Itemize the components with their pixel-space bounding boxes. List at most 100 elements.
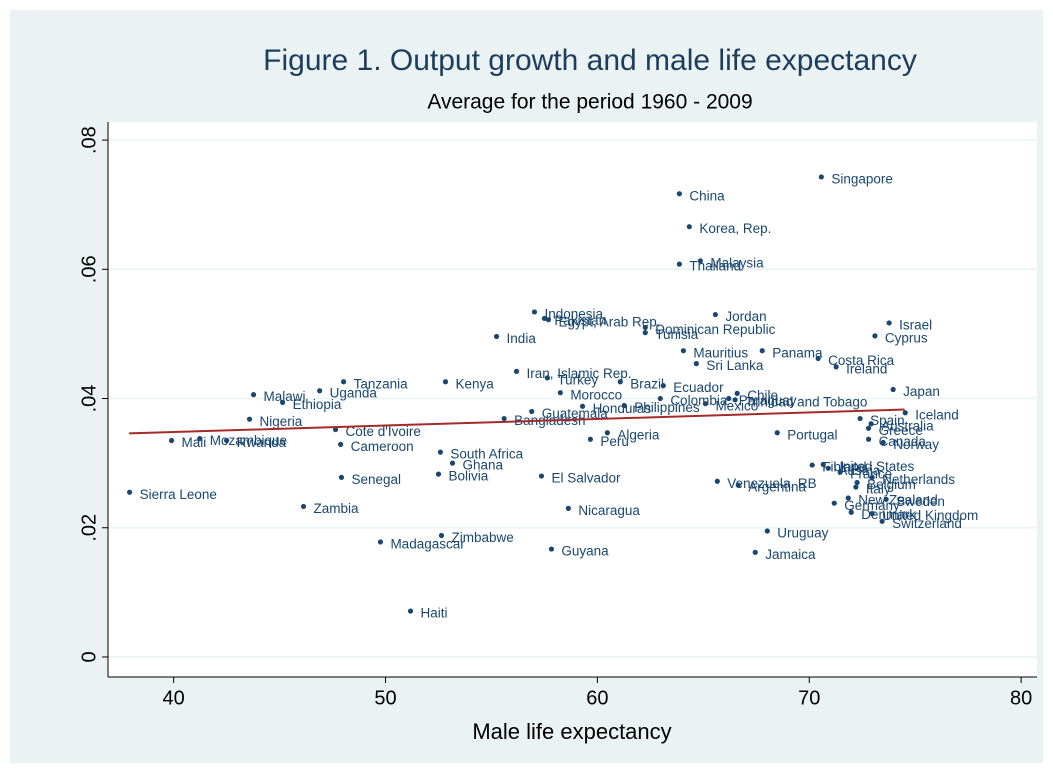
x-tick-label: 60	[586, 687, 608, 709]
point-label: Nicaragua	[578, 503, 640, 518]
point-label: Colombia	[670, 393, 728, 408]
chart-title: Figure 1. Output growth and male life ex…	[263, 44, 917, 77]
point	[726, 395, 732, 402]
point-label: Madagascar	[390, 537, 465, 552]
point	[854, 479, 860, 486]
point-label: Peru	[600, 434, 629, 449]
point	[557, 390, 563, 396]
point-label: Panama	[772, 345, 823, 360]
point	[702, 401, 709, 407]
point	[833, 364, 839, 370]
point-label: Indonesia	[544, 307, 603, 322]
point	[544, 375, 550, 381]
point	[435, 471, 442, 477]
point	[693, 361, 699, 367]
point	[437, 449, 444, 455]
point	[246, 416, 253, 422]
point	[831, 500, 837, 506]
point-label: Uganda	[330, 385, 378, 400]
point-label: Denmark	[861, 507, 916, 522]
point	[865, 436, 872, 442]
point	[548, 546, 555, 552]
y-tick-label: .04	[78, 385, 100, 413]
point	[224, 437, 230, 444]
point	[642, 324, 648, 331]
point-label: United Kingdom	[882, 508, 978, 523]
point	[531, 309, 538, 315]
point	[890, 386, 896, 393]
point-label: Kenya	[455, 376, 494, 391]
point-label: Mali	[182, 435, 207, 450]
point	[818, 174, 824, 180]
point	[676, 261, 682, 267]
point-label: Costa Rica	[828, 353, 895, 368]
point-label: Tanzania	[354, 376, 409, 391]
point	[857, 415, 863, 422]
point	[752, 549, 758, 555]
point	[764, 528, 770, 534]
point	[848, 509, 854, 515]
point	[529, 408, 535, 415]
point	[332, 426, 339, 433]
point	[377, 539, 384, 545]
point	[869, 510, 875, 517]
point-label: Dominican Republic	[655, 322, 775, 337]
point	[868, 421, 874, 427]
x-tick-label: 70	[798, 687, 820, 709]
point-label: Malawi	[264, 389, 306, 404]
point	[820, 461, 826, 468]
point-label: Bolivia	[448, 469, 488, 484]
point-label: Mozambique	[210, 433, 287, 448]
point-label: Tunisia	[655, 327, 699, 342]
point-label: Portugal	[787, 427, 837, 442]
point-label: Israel	[899, 317, 932, 332]
point-label: Greece	[879, 423, 923, 438]
point	[712, 311, 718, 318]
point	[680, 348, 687, 354]
point-label: Argentina	[748, 480, 806, 495]
point	[501, 415, 507, 422]
point	[676, 191, 682, 197]
point	[449, 460, 456, 466]
point	[538, 473, 545, 479]
point-label: Haiti	[421, 606, 448, 621]
point-label: Sri Lanka	[706, 358, 764, 373]
point-label: Mexico	[715, 398, 758, 413]
point	[197, 435, 203, 442]
point	[513, 368, 520, 374]
point	[660, 383, 666, 389]
point-label: Egypt, Arab Rep.	[558, 314, 660, 329]
plot-area	[108, 122, 1037, 677]
point-label: Australia	[881, 418, 934, 433]
point	[604, 430, 610, 436]
point	[837, 469, 843, 475]
point-label: Zambia	[314, 501, 360, 516]
point	[338, 474, 345, 480]
point	[127, 489, 133, 495]
point-label: France	[850, 467, 892, 482]
point	[774, 430, 780, 436]
point-label: Venezuela, RB	[727, 476, 816, 491]
point	[845, 495, 851, 501]
point	[735, 482, 741, 488]
point-label: Singapore	[831, 171, 893, 186]
point-label: Netherlands	[882, 472, 955, 487]
point	[617, 379, 623, 385]
point	[642, 330, 648, 336]
point-label: Mauritius	[693, 345, 748, 360]
point-label: Uruguay	[777, 526, 828, 541]
point-label: China	[689, 188, 725, 203]
point-label: Brazil	[630, 376, 664, 391]
point-label: Ecuador	[673, 380, 724, 395]
point-label: New Zealand	[858, 493, 938, 508]
point-label: Guyana	[561, 544, 609, 559]
point-label: Ireland	[846, 361, 887, 376]
point	[493, 333, 500, 340]
point	[407, 608, 414, 614]
point-label: Paraguay	[739, 393, 797, 408]
point-label: Pakistan	[554, 313, 606, 328]
point-label: Korea, Rep.	[699, 221, 771, 236]
point-label: Ethiopia	[293, 397, 342, 412]
